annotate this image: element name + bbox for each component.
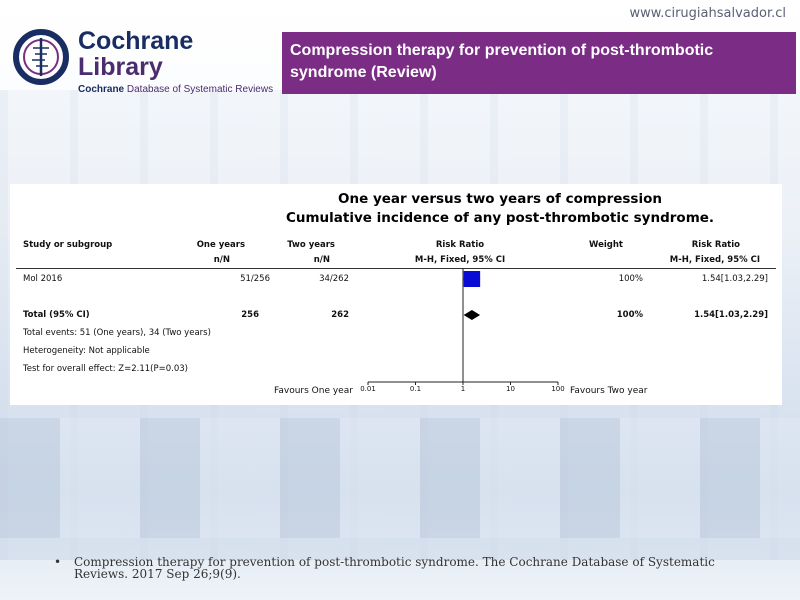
- total-group1: 256: [241, 310, 259, 320]
- background-photo-lower: [0, 418, 800, 538]
- bullet-icon: •: [54, 555, 62, 569]
- header-rule: [16, 268, 776, 269]
- cochrane-library-logo: Cochrane Library Cochrane Database of Sy…: [12, 26, 282, 96]
- website-url: www.cirugiahsalvador.cl: [629, 6, 786, 21]
- note-heterogeneity: Heterogeneity: Not applicable: [23, 346, 150, 356]
- study-group2-events: 34/262: [319, 274, 349, 284]
- header-group2-sub: n/N: [313, 255, 330, 265]
- header-study: Study or subgroup: [23, 240, 113, 250]
- x-tick-label: 1: [461, 385, 465, 393]
- x-tick-label: 0.01: [360, 385, 376, 393]
- total-label: Total (95% CI): [23, 310, 90, 320]
- logo-sub-rest: Database of Systematic Reviews: [124, 84, 274, 95]
- favours-left: Favours One year: [274, 386, 353, 396]
- total-effect-diamond: [463, 310, 481, 320]
- study-effect-box: [463, 271, 481, 287]
- forest-plot-panel: One year versus two years of compression…: [10, 184, 782, 405]
- review-title-banner: Compression therapy for prevention of po…: [282, 32, 796, 94]
- study-name: Mol 2016: [23, 274, 63, 284]
- header-group1-sub: n/N: [213, 255, 230, 265]
- forest-plot: 0.01 0.1 1 10 100: [360, 268, 565, 393]
- x-tick-label: 100: [551, 385, 564, 393]
- chart-title-line2: Cumulative incidence of any post-thrombo…: [285, 210, 715, 226]
- citation-text: Compression therapy for prevention of po…: [74, 555, 715, 581]
- header-effect: Risk Ratio: [435, 240, 485, 250]
- logo-title-line1: Cochrane: [78, 27, 194, 55]
- logo-subtitle: Cochrane Database of Systematic Reviews: [78, 84, 273, 95]
- logo-title-line2: Library: [78, 53, 163, 81]
- header-group2: Two years: [287, 240, 335, 250]
- logo-title: Cochrane Library: [78, 28, 278, 80]
- header-effect-sub: M-H, Fixed, 95% CI: [414, 255, 506, 265]
- header-group1: One years: [196, 240, 245, 250]
- logo-sub-brand: Cochrane: [78, 84, 125, 95]
- header-rr: Risk Ratio: [691, 240, 740, 250]
- favours-right: Favours Two year: [570, 386, 648, 396]
- header-weight: Weight: [589, 240, 623, 250]
- total-group2: 262: [331, 310, 349, 320]
- study-weight: 100%: [618, 274, 643, 284]
- note-overall-effect: Test for overall effect: Z=2.11(P=0.03): [23, 364, 188, 374]
- note-total-events: Total events: 51 (One years), 34 (Two ye…: [23, 328, 211, 338]
- chart-title: One year versus two years of compression…: [170, 190, 800, 228]
- total-rr-ci: 1.54[1.03,2.29]: [694, 310, 768, 320]
- cochrane-logo-icon: [13, 29, 69, 85]
- study-rr-ci: 1.54[1.03,2.29]: [701, 274, 768, 284]
- total-weight: 100%: [616, 310, 643, 320]
- header-rr-sub: M-H, Fixed, 95% CI: [669, 255, 760, 265]
- x-tick-label: 10: [506, 385, 515, 393]
- study-group1-events: 51/256: [240, 274, 270, 284]
- x-tick-label: 0.1: [410, 385, 421, 393]
- chart-title-line1: One year versus two years of compression: [338, 191, 662, 207]
